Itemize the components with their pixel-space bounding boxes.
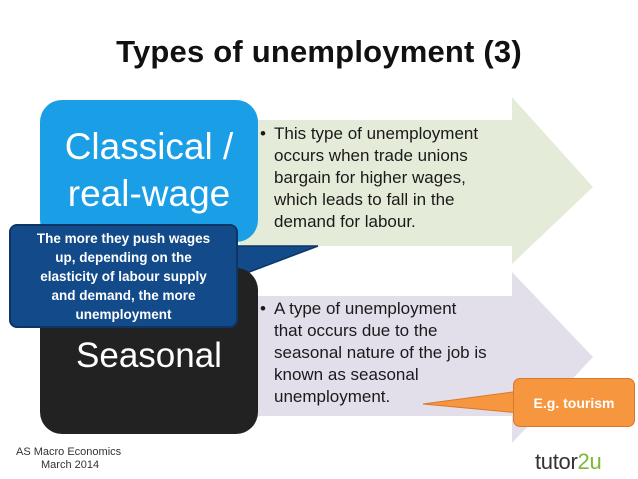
tutor2u-logo: tutor2u [535, 449, 602, 475]
callout-line: up, depending on the [55, 249, 192, 265]
classical-label-line1: Classical / [64, 126, 234, 167]
seasonal-description: • A type of unemployment that occurs due… [260, 298, 487, 408]
tourism-example-callout: E.g. tourism [513, 378, 635, 427]
seasonal-line: known as seasonal [274, 365, 419, 384]
seasonal-line: unemployment. [274, 387, 391, 406]
seasonal-label: Seasonal [76, 336, 222, 375]
seasonal-line: that occurs due to the [274, 321, 438, 340]
seasonal-line: A type of unemployment [274, 299, 457, 318]
classical-arrow [240, 97, 593, 264]
logo-accent: 2u [577, 449, 602, 474]
callout-line: and demand, the more [51, 287, 196, 303]
classical-line: occurs when trade unions [274, 146, 468, 165]
classical-line: bargain for higher wages, [274, 168, 466, 187]
wage-elasticity-callout: The more they push wages up, depending o… [9, 224, 238, 328]
slide-title: Types of unemployment (3) [116, 34, 522, 69]
classical-line: which leads to fall in the [274, 190, 455, 209]
logo-text: tutor [535, 449, 578, 474]
bullet-icon: • [260, 299, 266, 318]
callout-line: The more they push wages [36, 230, 211, 246]
classical-line: This type of unemployment [274, 124, 479, 143]
seasonal-line: seasonal nature of the job is [274, 343, 487, 362]
footer-course: AS Macro Economics [16, 446, 122, 458]
footer-date: March 2014 [41, 459, 100, 471]
callout-line: unemployment [75, 306, 172, 322]
classical-description: • This type of unemployment occurs when … [260, 123, 479, 233]
classical-label: Classical / real-wage [65, 123, 234, 217]
bullet-icon: • [260, 124, 266, 143]
footer-caption: AS Macro Economics March 2014 [16, 446, 121, 472]
callout-line: elasticity of labour supply [40, 268, 207, 284]
classical-label-line2: real-wage [67, 173, 231, 214]
classical-box: Classical / real-wage [40, 100, 258, 242]
classical-line: demand for labour. [274, 212, 416, 231]
